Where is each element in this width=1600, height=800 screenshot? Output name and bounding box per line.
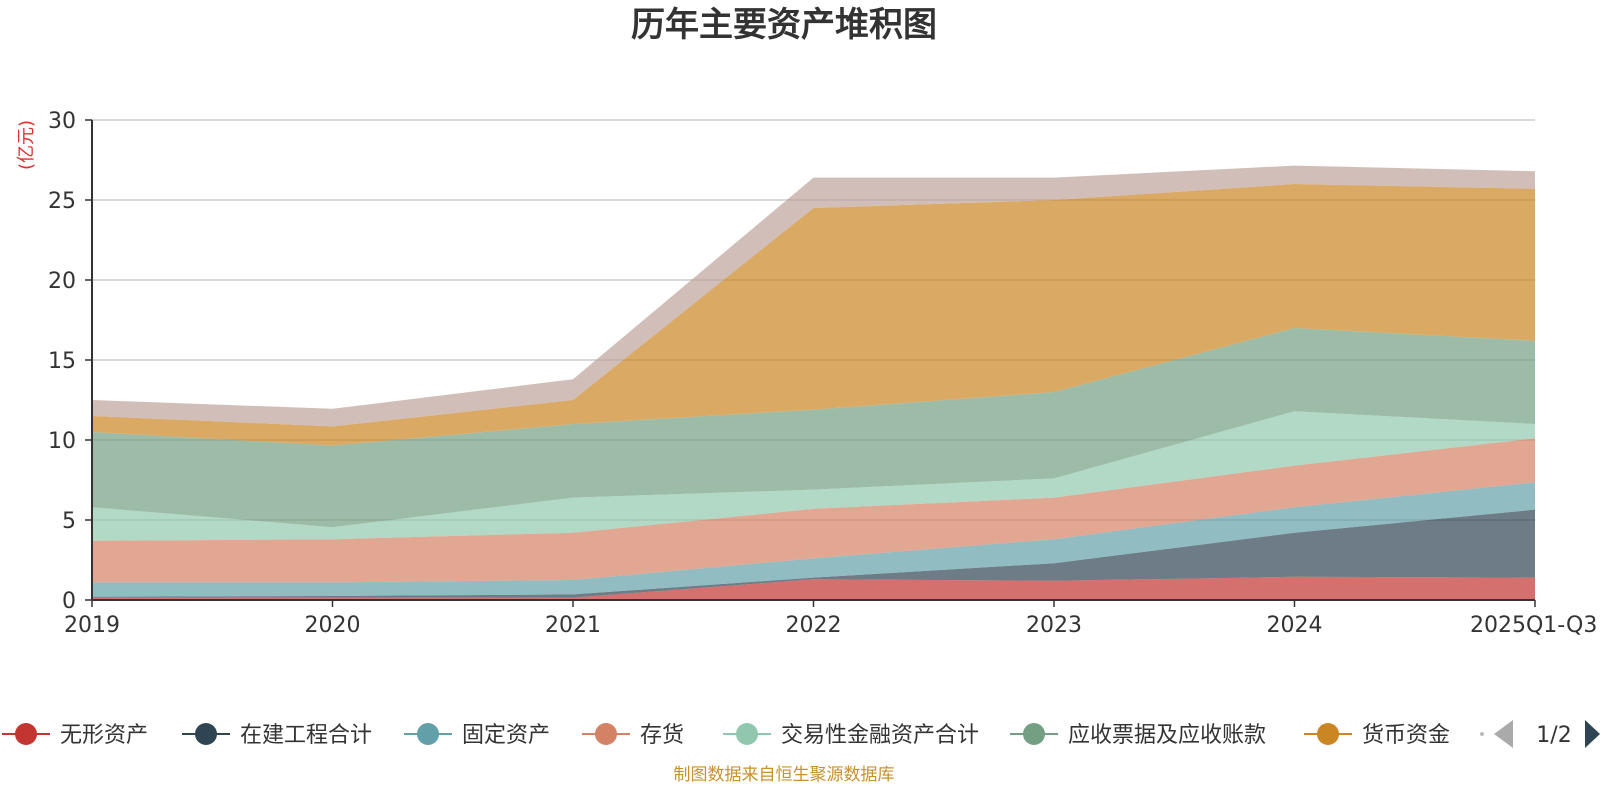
area-series-2 xyxy=(92,482,1535,597)
legend-item-0[interactable]: 无形资产 xyxy=(2,723,148,748)
y-tick-label-20: 20 xyxy=(48,269,76,294)
legend-overflow-dot xyxy=(1480,732,1484,736)
x-tick-label-1: 2020 xyxy=(305,613,361,638)
legend-label-2: 固定资产 xyxy=(462,723,550,748)
y-tick-label-0: 0 xyxy=(62,589,76,614)
legend-marker-3 xyxy=(595,723,617,745)
y-tick-label-25: 25 xyxy=(48,189,76,214)
area-series-1 xyxy=(92,509,1535,598)
legend-label-3: 存货 xyxy=(640,723,684,748)
legend-marker-0 xyxy=(15,723,37,745)
area-series-5 xyxy=(92,328,1535,528)
legend-label-5: 应收票据及应收账款 xyxy=(1068,723,1266,748)
x-tick-label-4: 2023 xyxy=(1026,613,1082,638)
legend-label-0: 无形资产 xyxy=(60,723,148,748)
x-tick-label-6: 2025Q1-Q3 xyxy=(1470,613,1597,638)
data-source-note: 制图数据来自恒生聚源数据库 xyxy=(674,765,895,785)
area-series-4 xyxy=(92,411,1535,541)
legend-item-1[interactable]: 在建工程合计 xyxy=(182,723,372,748)
y-tick-label-5: 5 xyxy=(62,509,76,534)
y-tick-label-15: 15 xyxy=(48,349,76,374)
legend-marker-6 xyxy=(1317,723,1339,745)
legend-next-page-icon[interactable] xyxy=(1585,720,1600,748)
legend-item-2[interactable]: 固定资产 xyxy=(404,723,550,748)
area-series-0 xyxy=(92,576,1535,600)
legend-item-5[interactable]: 应收票据及应收账款 xyxy=(1010,723,1266,748)
legend-marker-1 xyxy=(195,723,217,745)
x-tick-label-5: 2024 xyxy=(1267,613,1323,638)
y-axis-unit: (亿元) xyxy=(16,120,37,170)
x-tick-label-3: 2022 xyxy=(786,613,842,638)
x-tick-label-2: 2021 xyxy=(545,613,601,638)
legend-label-6: 货币资金 xyxy=(1362,723,1450,748)
legend-item-6[interactable]: 货币资金 xyxy=(1304,723,1450,748)
legend-marker-2 xyxy=(417,723,439,745)
legend-marker-5 xyxy=(1023,723,1045,745)
legend-item-4[interactable]: 交易性金融资产合计 xyxy=(723,723,979,748)
legend-item-3[interactable]: 存货 xyxy=(582,723,684,748)
legend-marker-4 xyxy=(736,723,758,745)
chart-title: 历年主要资产堆积图 xyxy=(631,5,937,45)
legend-prev-page-icon[interactable] xyxy=(1494,720,1513,748)
y-tick-label-30: 30 xyxy=(48,109,76,134)
plot-area xyxy=(92,165,1535,600)
legend: 无形资产 在建工程合计 固定资产 存货 交易性金融资产合计 应收票据及应收账款 货币资金 1/… xyxy=(2,720,1600,748)
y-tick-label-10: 10 xyxy=(48,429,76,454)
area-series-3 xyxy=(92,438,1535,583)
legend-page-indicator: 1/2 xyxy=(1536,723,1571,748)
x-tick-label-0: 2019 xyxy=(64,613,120,638)
area-series-6 xyxy=(92,184,1535,446)
axes: 0 5 10 15 20 25 30 2019 2020 2021 2022 2023 2024 2025… xyxy=(48,109,1597,638)
legend-label-1: 在建工程合计 xyxy=(240,723,372,748)
legend-label-4: 交易性金融资产合计 xyxy=(781,723,979,748)
